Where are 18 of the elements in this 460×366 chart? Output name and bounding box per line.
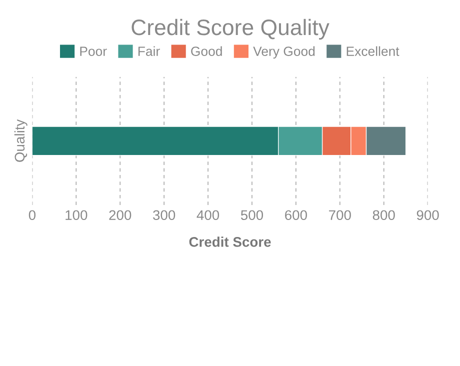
legend-label: Fair bbox=[138, 46, 160, 56]
x-tick-label: 100 bbox=[66, 210, 88, 220]
y-tick-label: Quality bbox=[14, 119, 28, 162]
x-tick-label: 700 bbox=[329, 210, 351, 220]
legend-label: Poor bbox=[80, 46, 107, 56]
x-tick-label: 500 bbox=[240, 210, 264, 220]
x-tick-label: 300 bbox=[153, 210, 176, 220]
x-axis-title: Credit Score bbox=[189, 236, 271, 247]
x-tick-label: 400 bbox=[196, 210, 220, 220]
legend-label: Good bbox=[191, 46, 222, 56]
legend-label: Excellent bbox=[346, 46, 400, 56]
legend-label: Very Good bbox=[253, 46, 315, 59]
x-tick-label: 0 bbox=[28, 210, 36, 220]
chart-title: Credit Score Quality bbox=[132, 18, 330, 40]
x-tick-label: 800 bbox=[372, 210, 395, 220]
x-tick-label: 200 bbox=[109, 210, 132, 220]
x-tick-label: 600 bbox=[285, 210, 307, 220]
x-tick-label: 900 bbox=[416, 210, 439, 220]
